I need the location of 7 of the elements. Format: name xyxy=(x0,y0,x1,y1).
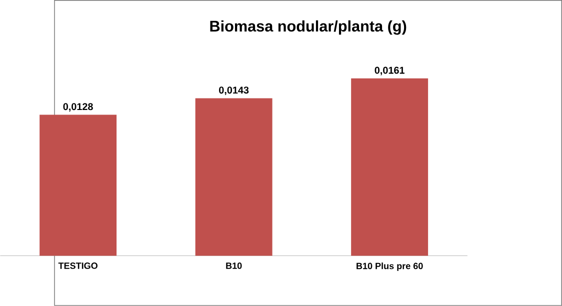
x-tick-label: TESTIGO xyxy=(58,262,98,269)
x-tick-label: B10 Plus pre 60 xyxy=(356,262,423,271)
data-label: 0,0128 xyxy=(63,103,93,112)
data-label: 0,0143 xyxy=(219,86,249,96)
chart-title: Biomasa nodular/planta (g) xyxy=(210,20,406,35)
data-label: 0,0161 xyxy=(374,66,404,76)
x-tick-label: B10 xyxy=(226,262,242,269)
